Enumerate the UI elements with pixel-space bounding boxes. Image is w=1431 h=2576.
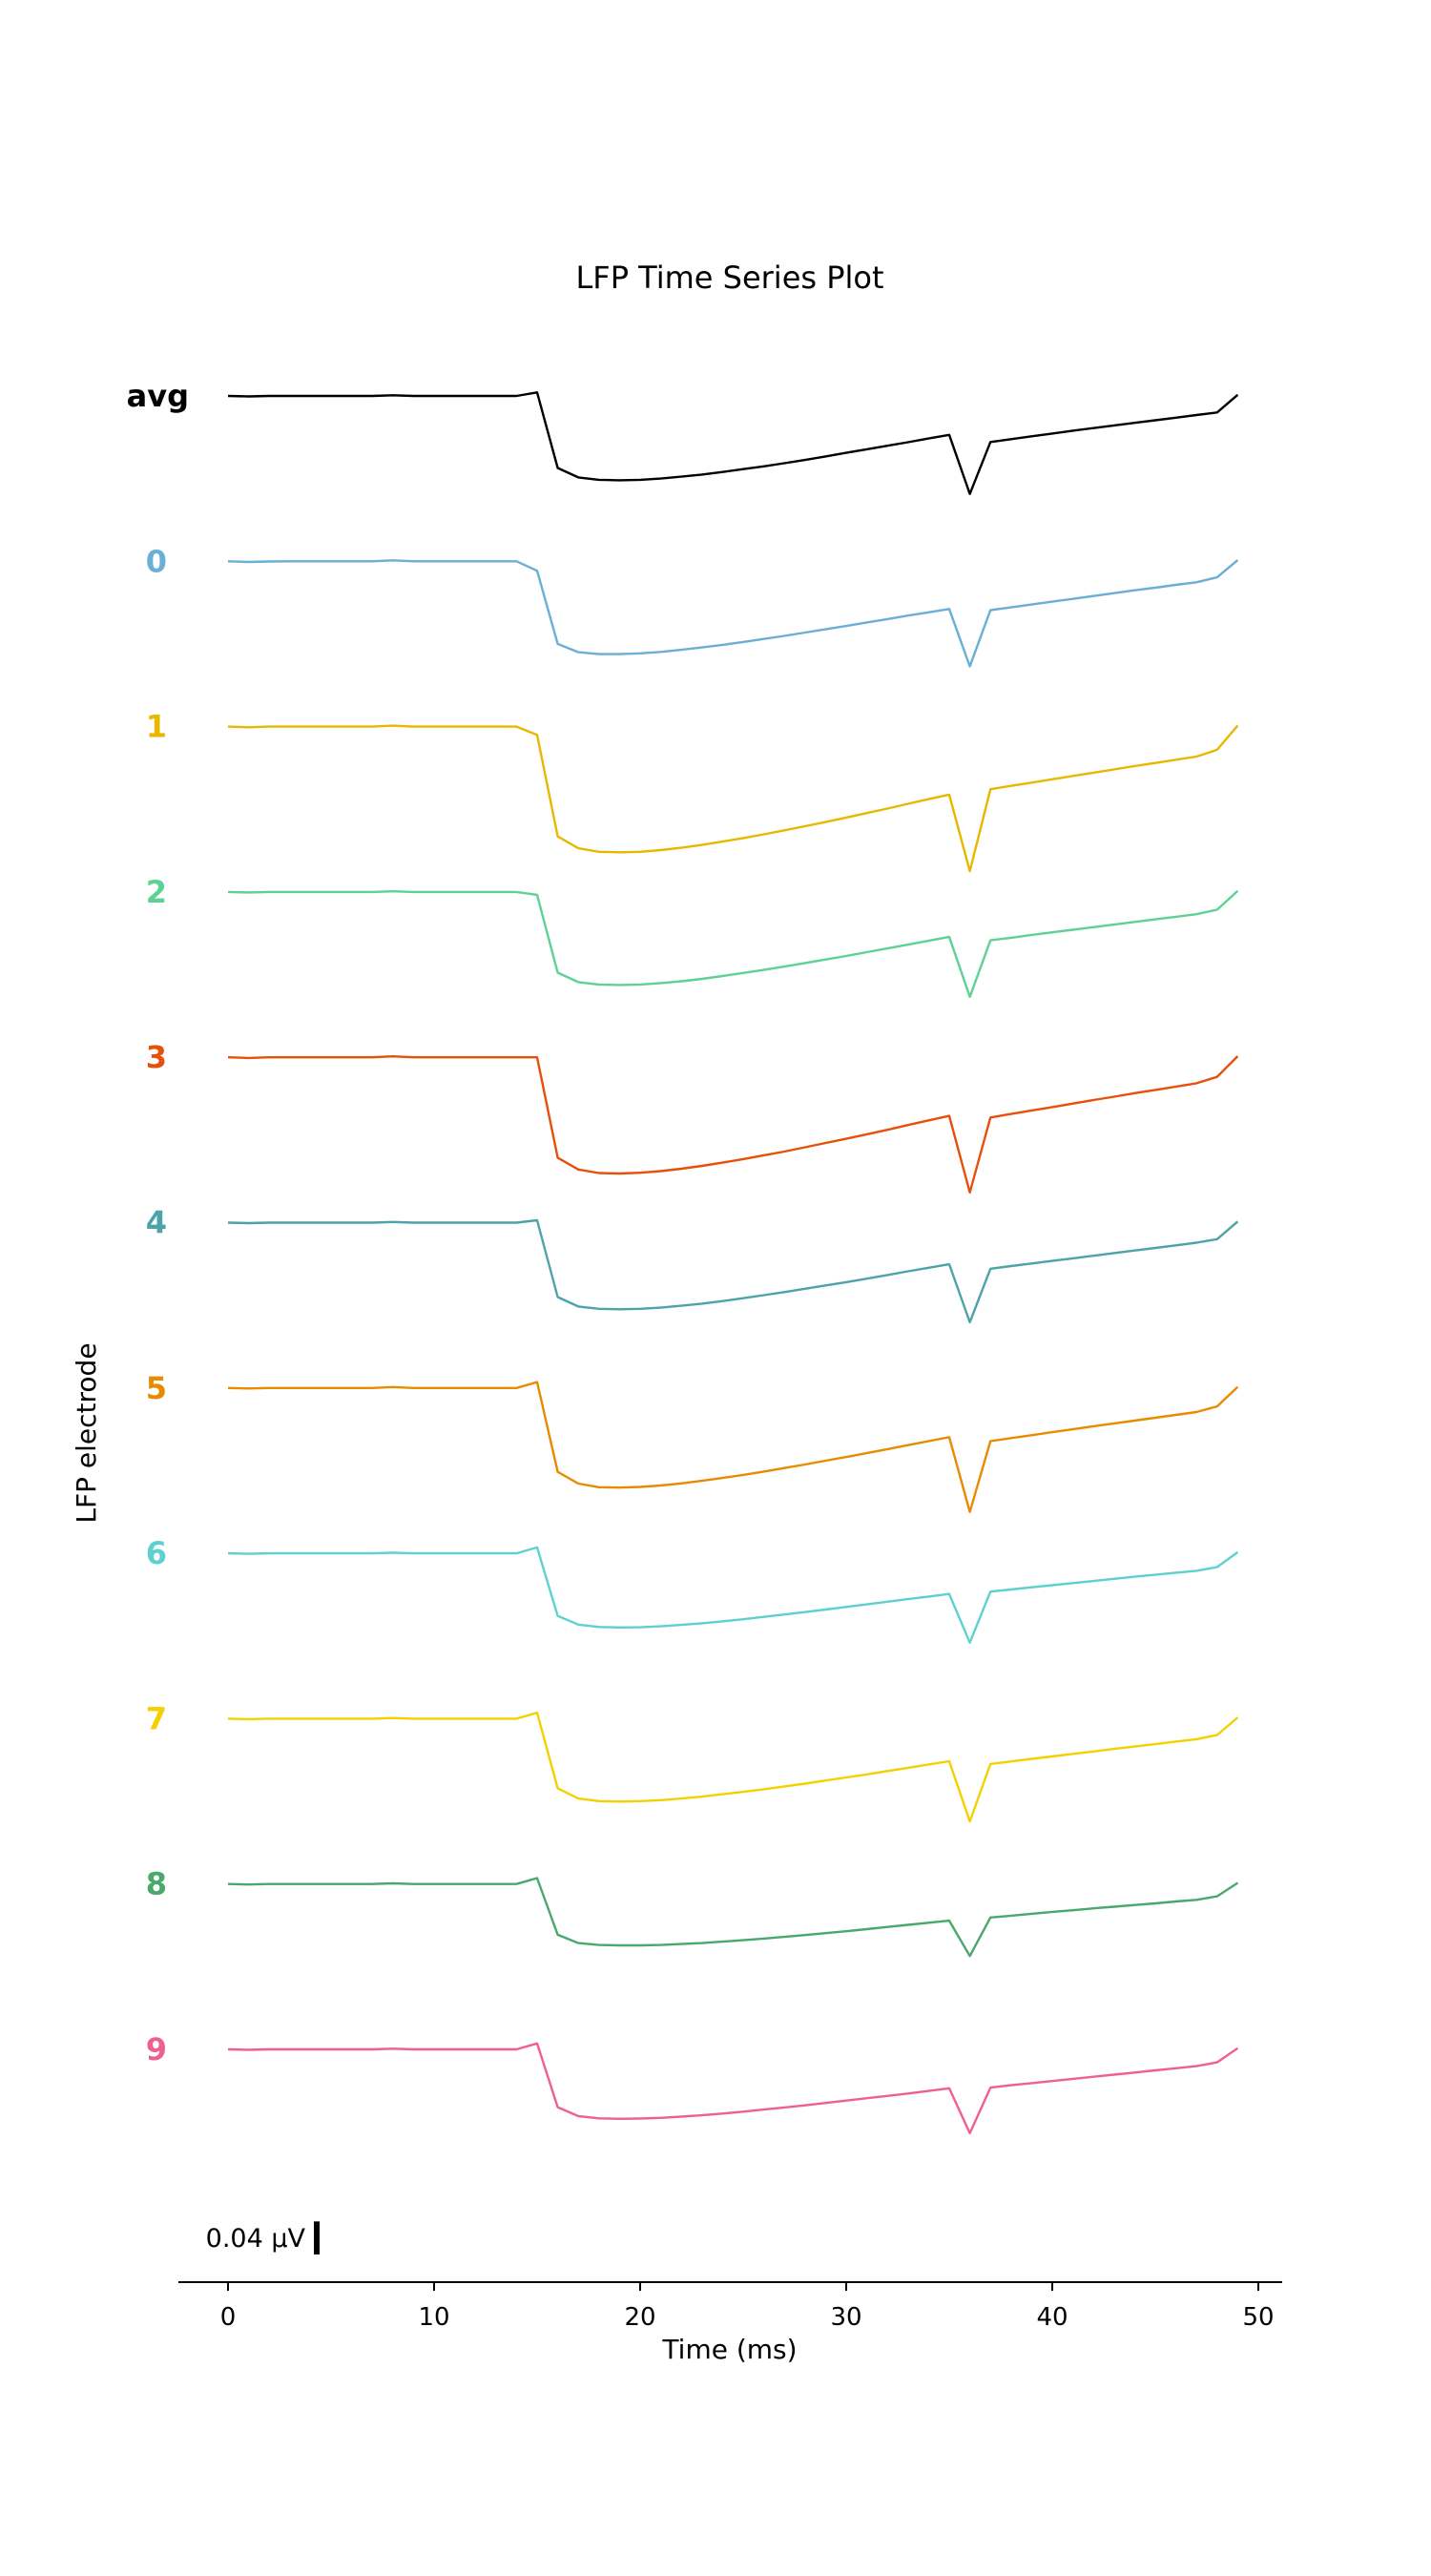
series-line <box>227 2042 1239 2135</box>
x-tick-label: 50 <box>1242 2303 1274 2332</box>
y-axis-label: LFP electrode <box>71 1342 102 1523</box>
row-label: 5 <box>146 1370 167 1406</box>
row-label: 9 <box>146 2031 167 2067</box>
traces-group: avg 0 1 2 3 4 5 6 7 8 9 <box>127 378 1239 2135</box>
x-ticks: 0 10 20 30 40 50 <box>220 2282 1275 2332</box>
x-tick-label: 20 <box>624 2303 655 2332</box>
row-label: 0 <box>146 543 167 579</box>
scale-bar: 0.04 μV <box>206 2221 320 2254</box>
trace-row-5: 5 <box>146 1370 1239 1513</box>
x-tick-label: 10 <box>418 2303 449 2332</box>
series-line <box>227 1218 1239 1324</box>
row-label: 4 <box>146 1205 167 1241</box>
x-axis: 0 10 20 30 40 50 Time (ms) <box>178 2281 1282 2365</box>
trace-row-3: 3 <box>146 1039 1239 1195</box>
series-line <box>227 1381 1239 1513</box>
series-line <box>227 889 1239 999</box>
series-line <box>227 724 1239 873</box>
series-line <box>227 391 1239 495</box>
x-tick-label: 0 <box>220 2303 237 2332</box>
row-label: 3 <box>146 1039 167 1075</box>
series-line <box>227 1877 1239 1958</box>
trace-row-avg: avg <box>127 378 1239 495</box>
trace-row-6: 6 <box>146 1535 1239 1644</box>
chart-title: LFP Time Series Plot <box>575 260 883 296</box>
series-line <box>227 559 1239 668</box>
x-tick-label: 40 <box>1036 2303 1068 2332</box>
trace-row-9: 9 <box>146 2031 1239 2135</box>
trace-row-1: 1 <box>146 709 1239 873</box>
series-line <box>227 1054 1239 1195</box>
row-label: 7 <box>146 1700 167 1736</box>
scale-bar-label: 0.04 μV <box>206 2224 306 2254</box>
series-line <box>227 1711 1239 1823</box>
row-label: 6 <box>146 1535 167 1571</box>
row-label: 1 <box>146 709 167 745</box>
x-axis-label: Time (ms) <box>661 2334 797 2365</box>
trace-row-7: 7 <box>146 1700 1239 1823</box>
row-label: 2 <box>146 874 167 910</box>
trace-row-4: 4 <box>146 1205 1239 1324</box>
trace-row-2: 2 <box>146 874 1239 999</box>
row-label: avg <box>127 378 189 414</box>
trace-row-8: 8 <box>146 1866 1239 1958</box>
x-tick-label: 30 <box>830 2303 861 2332</box>
trace-row-0: 0 <box>146 543 1239 668</box>
series-line <box>227 1546 1239 1644</box>
row-label: 8 <box>146 1866 167 1902</box>
